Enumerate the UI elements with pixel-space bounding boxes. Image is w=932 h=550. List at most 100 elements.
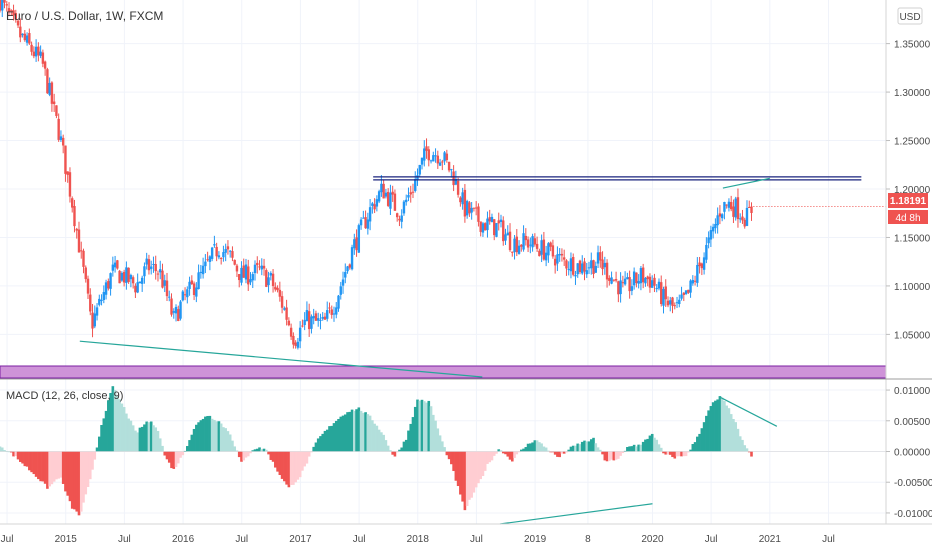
candle-body [330, 309, 333, 315]
candle-body [547, 243, 550, 256]
candle-body [531, 236, 534, 248]
macd-histogram-bar [167, 451, 171, 463]
candle-body [506, 232, 509, 236]
candle-body [339, 286, 342, 295]
macd-histogram-bar [389, 450, 392, 452]
candle-body [307, 311, 311, 330]
candle-body [680, 294, 683, 299]
macd-histogram-bar [226, 431, 230, 452]
support-trend-line[interactable] [79, 340, 483, 378]
price-pane[interactable] [0, 0, 753, 350]
candle-body [628, 277, 631, 292]
macd-histogram-bar [25, 451, 29, 467]
macd-histogram-bar [495, 451, 498, 454]
candle-body [739, 218, 742, 220]
macd-histogram-bar [589, 439, 593, 452]
macd-histogram-bar [258, 447, 261, 452]
macd-histogram-bar [747, 451, 751, 453]
macd-histogram-bar [441, 441, 444, 452]
time-tick-label: 2021 [759, 534, 782, 545]
candle-body [228, 250, 232, 252]
candle-body [116, 260, 119, 269]
macd-histogram-bar [246, 451, 250, 457]
macd-top-trend-line[interactable] [720, 396, 778, 427]
candle-body [136, 282, 139, 293]
macd-histogram-bar [368, 415, 372, 452]
price-tick-label: 1.10000 [894, 282, 931, 293]
candle-body [321, 316, 324, 319]
candle-body [635, 272, 638, 284]
candle-body [614, 278, 618, 281]
macd-histogram-bar [188, 440, 191, 452]
candle-body [192, 283, 196, 295]
candle-body [407, 194, 410, 198]
candle-body [233, 259, 236, 265]
candle-body [687, 289, 690, 293]
candle-body [693, 280, 697, 282]
candle-body [208, 256, 212, 262]
last-price-badge: 1.18191 [890, 196, 927, 207]
macd-histogram-bar [684, 451, 688, 457]
candle-body [454, 178, 458, 185]
macd-histogram-bar [750, 451, 753, 457]
candle-body [364, 217, 367, 229]
macd-histogram-bar [251, 450, 255, 452]
macd-histogram-bar [702, 422, 706, 452]
candle-body [533, 238, 537, 245]
macd-histogram-bar [310, 451, 313, 453]
candle-body [314, 313, 318, 321]
candle-body [134, 285, 137, 293]
macd-histogram-bar [454, 451, 458, 481]
candle-body [472, 207, 476, 209]
currency-button-bg[interactable] [897, 7, 923, 25]
macd-histogram-bar [242, 451, 246, 461]
macd-histogram-bar [353, 410, 356, 452]
macd-histogram-bar [104, 410, 108, 452]
candle-body [513, 238, 516, 253]
macd-histogram-bar [181, 451, 185, 456]
macd-histogram-bar [373, 423, 376, 452]
macd-histogram-bar [687, 451, 690, 453]
macd-histogram-bar [0, 447, 4, 452]
candle-body [267, 277, 270, 286]
macd-histogram-bar [718, 396, 722, 452]
macd-histogram-bar [215, 421, 218, 452]
currency-button[interactable]: USD [899, 12, 920, 23]
macd-histogram-bar [140, 426, 144, 452]
macd-histogram-bar [736, 428, 740, 452]
candle-body [10, 10, 13, 12]
time-tick-label: Jul [235, 534, 248, 545]
macd-histogram-bar [608, 451, 611, 461]
macd-histogram-bar [37, 451, 40, 480]
macd-histogram-bar [113, 390, 117, 452]
macd-bottom-trend-line[interactable] [499, 503, 653, 525]
macd-histogram-bar [97, 436, 101, 452]
candle-body [240, 267, 243, 283]
macd-histogram-bar [122, 407, 126, 452]
candle-body [326, 310, 329, 319]
macd-histogram-bar [129, 420, 133, 452]
candle-body [271, 273, 275, 287]
candle-body [468, 202, 471, 214]
candle-body [98, 298, 101, 305]
highlight-band[interactable] [0, 365, 887, 379]
candle-body [382, 183, 385, 199]
candle-body [729, 202, 733, 210]
top-trend-line[interactable] [722, 177, 770, 189]
candle-body [283, 308, 286, 310]
candle-body [648, 276, 652, 288]
candle-body [499, 219, 503, 222]
macd-histogram-bar [125, 413, 128, 452]
macd-histogram-bar [391, 451, 394, 455]
candle-body [231, 251, 234, 258]
macd-histogram-bar [12, 451, 15, 457]
macd-histogram-bar [206, 415, 209, 452]
macd-histogram-bar [556, 451, 559, 457]
symbol-title: Euro / U.S. Dollar, 1W, FXCM [6, 9, 163, 23]
candle-body [145, 258, 148, 265]
macd-title: MACD (12, 26, close, 9) [6, 390, 123, 402]
candle-body [522, 233, 525, 250]
macd-pane[interactable] [0, 386, 886, 516]
candle-body [335, 307, 338, 315]
